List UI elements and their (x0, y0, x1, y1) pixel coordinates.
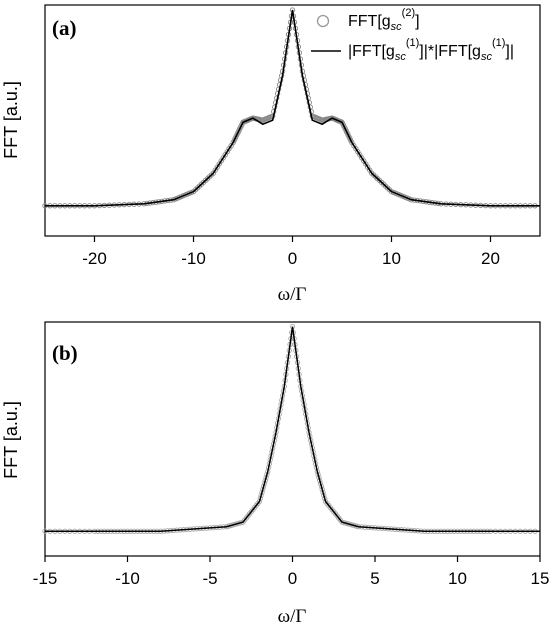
panel-b-line-series (45, 326, 540, 533)
legend-entry-2: |FFT[gsc(1)]|*|FFT[gsc(1)]| (348, 37, 514, 63)
panel-a-line-series (45, 9, 540, 207)
x-tick-label: -10 (181, 249, 206, 268)
panel-b-scatter-series (42, 323, 538, 534)
legend-entry-1: FFT[gsc(2)] (348, 7, 420, 33)
panel-b-ylabel: FFT [a.u.] (1, 401, 21, 479)
panel-b-xticks: -15 -10 -5 0 5 10 15 (33, 556, 550, 588)
x-tick-label: 5 (370, 569, 379, 588)
panel-a-legend: FFT[gsc(2)] |FFT[gsc(1)]|*|FFT[gsc(1)]| (311, 7, 514, 63)
panel-a-xticks: -20 -10 0 10 20 (82, 236, 500, 268)
x-tick-label: 0 (288, 569, 297, 588)
panel-a-ylabel: FFT [a.u.] (1, 81, 21, 159)
x-tick-label: 20 (481, 249, 500, 268)
panel-a: (a) FFT [a.u.] ω/Γ -20 -10 0 10 20 FFT[gsc(2… (1, 4, 541, 305)
panel-b-xlabel: ω/Γ (278, 606, 307, 627)
x-tick-label: -10 (115, 569, 140, 588)
panel-a-label: (a) (52, 16, 77, 40)
x-tick-label: 15 (531, 569, 550, 588)
panel-b: (b) FFT [a.u.] ω/Γ -15 -10 -5 0 5 10 15 (1, 321, 550, 627)
x-tick-label: 0 (288, 249, 297, 268)
panel-a-xlabel: ω/Γ (278, 284, 307, 305)
x-tick-label: -20 (82, 249, 107, 268)
x-tick-label: -5 (202, 569, 217, 588)
legend-circle-marker (316, 14, 330, 28)
x-tick-label: -15 (33, 569, 58, 588)
x-tick-label: 10 (382, 249, 401, 268)
panel-a-scatter-series (42, 7, 538, 209)
x-tick-label: 10 (448, 569, 467, 588)
panel-b-frame (44, 321, 541, 557)
panel-a-frame (44, 4, 541, 237)
panel-b-label: (b) (52, 341, 78, 365)
